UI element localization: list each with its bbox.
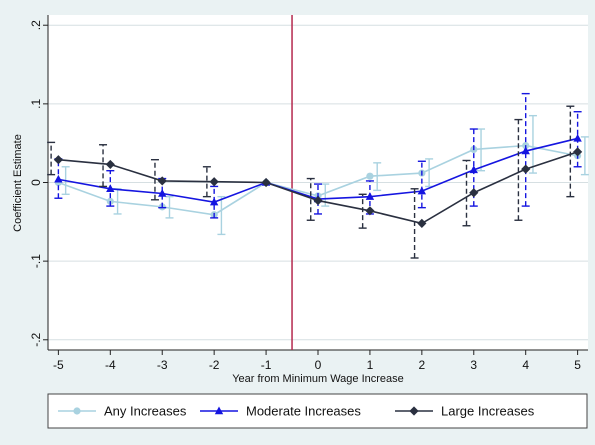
x-tick-label: 4 [522,358,529,372]
data-point [106,184,115,192]
data-point [521,146,530,155]
data-point [417,218,427,228]
data-point [573,147,583,157]
legend-label: Large Increases [441,404,535,419]
data-point [105,159,115,170]
data-point [469,165,478,174]
x-tick-label: -1 [261,358,272,372]
data-point [313,195,323,206]
legend-label: Any Increases [104,404,187,419]
y-tick-label: .1 [29,99,43,109]
data-point [366,172,374,180]
legend: Any Increases Moderate Increases Large Inc… [58,404,535,419]
legend-swatch-marker [409,406,419,416]
y-axis-label: Coefficient Estimate [12,134,24,232]
data-point [573,133,582,142]
x-tick-label: -5 [53,358,64,372]
y-tick-label: .2 [29,20,43,30]
x-tick-label: -3 [157,358,168,372]
x-tick-label: -4 [105,358,116,372]
x-tick-label: 2 [419,358,426,372]
x-tick-label: 1 [367,358,374,372]
series-3 [47,105,583,259]
data-point [158,189,167,197]
series [47,92,589,259]
data-point [54,174,63,183]
legend-swatch-marker [214,406,224,415]
legend-item: Moderate Increases [200,404,361,419]
y-tick-label: -.1 [29,254,43,268]
data-point [365,192,375,200]
data-point [209,177,219,187]
legend-box [47,393,588,429]
data-point [157,176,167,186]
data-point [521,164,531,174]
legend-item: Any Increases [58,404,187,419]
y-ticks: .2 .1 0 -.1 -.2 [29,20,48,347]
y-tick-label: 0 [29,179,43,186]
x-ticks: -5 -4 -3 -2 -1 0 1 2 3 4 5 [53,350,581,372]
data-point [417,186,427,195]
data-point [209,197,219,206]
legend-label: Moderate Increases [246,404,361,419]
x-tick-label: -2 [209,358,220,372]
legend-item: Large Increases [395,404,535,419]
x-tick-label: 0 [315,358,322,372]
x-axis-label: Year from Minimum Wage Increase [232,373,404,385]
data-point [53,155,63,165]
legend-swatch-marker [73,407,81,415]
x-tick-label: 5 [574,358,581,372]
data-point [365,206,375,216]
x-tick-label: 3 [470,358,477,372]
y-tick-label: -.2 [29,332,43,346]
data-point [261,177,271,188]
data-point [469,188,479,198]
